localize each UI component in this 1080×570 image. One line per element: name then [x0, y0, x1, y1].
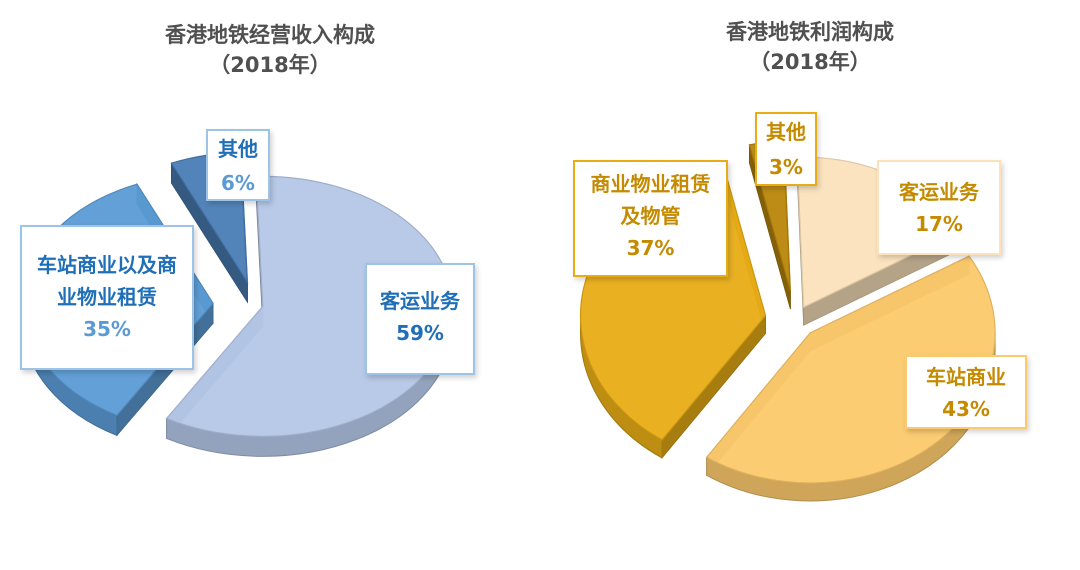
slice-label-retail-rental: 车站商业以及商业物业租赁 35% [20, 225, 194, 370]
slice-label-property: 商业物业租赁及物管 37% [573, 160, 728, 277]
slice-label-passenger: 客运业务 59% [365, 263, 475, 375]
profit-pie-chart: 香港地铁利润构成 （2018年） 客运业务 17% 车站商业 43% 商业物业租… [540, 0, 1080, 570]
revenue-pie-chart: 香港地铁经营收入构成 （2018年） 客运业务 59% 车站商业以及商业物业租赁… [20, 23, 475, 457]
slice-label-other: 其他 6% [206, 129, 270, 201]
chart-title: 香港地铁利润构成 （2018年） [726, 20, 894, 74]
slice-label-other: 其他 3% [755, 112, 817, 186]
chart-title: 香港地铁经营收入构成 （2018年） [165, 23, 375, 77]
slice-label-passenger: 客运业务 17% [877, 160, 1001, 255]
pie-plot [579, 140, 996, 502]
slice-label-station-retail: 车站商业 43% [905, 355, 1027, 429]
